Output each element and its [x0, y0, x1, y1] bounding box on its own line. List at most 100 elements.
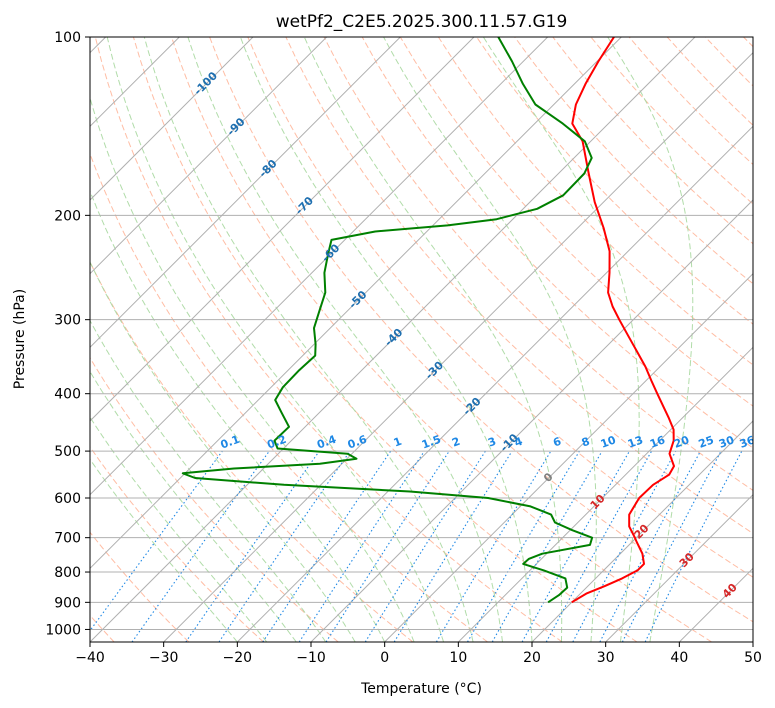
dry-adiabat-line — [743, 37, 753, 48]
mixing-ratio-line — [393, 450, 513, 642]
mixing-ratio-line — [218, 450, 351, 642]
isotherm-line — [90, 37, 475, 422]
moist-adiabat-line — [90, 416, 268, 642]
mixing-ratio-label: 1 — [392, 435, 404, 450]
isotherm-label: -30 — [423, 359, 446, 382]
isotherm-line — [752, 641, 753, 642]
isotherm-label: -40 — [382, 326, 405, 349]
x-axis-label: Temperature (°C) — [360, 681, 482, 697]
moist-adiabat-line — [90, 458, 238, 642]
isotherm-label: -90 — [224, 115, 247, 138]
chart-title: wetPf2_C2E5.2025.300.11.57.G19 — [276, 12, 568, 32]
mixing-ratio-line — [521, 450, 630, 642]
x-tick-label: 30 — [597, 650, 615, 666]
mixing-ratio-label: 0.2 — [265, 433, 288, 452]
moist-adiabat-line — [607, 37, 694, 642]
x-tick-label: 10 — [449, 650, 467, 666]
dry-adiabat-line — [552, 37, 753, 245]
isotherm-line — [384, 272, 753, 642]
dry-adiabat-line — [704, 37, 753, 87]
moist-adiabat-line — [239, 37, 533, 642]
y-tick-label: 300 — [54, 313, 81, 329]
mixing-ratio-line — [325, 450, 450, 642]
dry-adiabat-label: 30 — [677, 550, 697, 570]
dry-adiabat-line — [94, 37, 563, 642]
dry-adiabat-line — [437, 37, 753, 366]
mixing-ratio-label: 0.6 — [346, 433, 369, 452]
x-tick-label: 20 — [523, 650, 541, 666]
dry-adiabat-line — [90, 531, 190, 642]
mixing-ratio-label: 1.5 — [420, 433, 443, 452]
y-tick-label: 500 — [54, 444, 81, 460]
mixing-ratio-line — [435, 450, 552, 642]
isotherm-label: -70 — [293, 194, 316, 217]
isotherm-label: -60 — [319, 241, 342, 264]
line-labels: -100-90-80-70-60-50-40-30-20-10010203040… — [191, 69, 757, 601]
dry-adiabat-line — [666, 37, 753, 126]
dry-adiabat-line — [209, 37, 753, 623]
isotherm-line — [310, 199, 753, 642]
isotherm-line — [90, 37, 328, 275]
isotherm-line — [90, 37, 549, 496]
dry-adiabat-line — [514, 37, 753, 285]
plot-area: -100-90-80-70-60-50-40-30-20-10010203040… — [90, 37, 757, 642]
moist-adiabat-line — [383, 37, 597, 642]
isotherm-line — [236, 125, 753, 642]
mixing-ratio-line — [599, 450, 701, 642]
mixing-ratio-label: 4 — [513, 435, 525, 450]
mixing-ratio-label: 2 — [450, 435, 462, 450]
isotherm-line — [90, 37, 696, 642]
y-axis-label: Pressure (hPa) — [12, 289, 28, 389]
mixing-ratio-line — [262, 450, 392, 642]
moist-adiabat-line — [90, 189, 386, 642]
isotherm-line — [457, 346, 753, 642]
isotherm-line — [163, 51, 753, 642]
isotherm-line — [531, 420, 753, 642]
moist-adiabats — [90, 37, 694, 642]
dry-adiabat-line — [285, 37, 753, 535]
moist-adiabat-line — [106, 37, 445, 642]
moist-adiabat-line — [187, 37, 503, 642]
mixing-ratio-label: 36 — [738, 433, 757, 451]
mixing-ratio-label: 0.1 — [219, 433, 242, 452]
y-tick-label: 800 — [54, 565, 81, 581]
mixing-ratio-line — [90, 450, 223, 632]
x-tick-label: −30 — [149, 650, 179, 666]
mixing-ratio-line — [644, 450, 743, 642]
dry-adiabat-line — [247, 37, 753, 578]
dry-adiabat-line — [361, 37, 753, 449]
mixing-ratio-label: 8 — [580, 435, 592, 450]
y-tick-label: 200 — [54, 208, 81, 224]
moist-adiabat-line — [90, 260, 356, 642]
isotherm-line — [90, 37, 401, 349]
mixing-ratio-label: 13 — [626, 433, 645, 450]
moist-adiabat-line — [482, 37, 640, 642]
isotherm-line — [605, 493, 753, 642]
mixing-ratio-label: 0.4 — [315, 433, 338, 452]
dry-adiabat-line — [90, 152, 488, 642]
y-tick-label: 900 — [54, 595, 81, 611]
mixing-ratio-line — [131, 450, 270, 642]
x-tick-label: −20 — [223, 650, 253, 666]
mixing-ratio-label: 3 — [486, 435, 498, 450]
x-axis-ticks: −40 −30 −20 −10 0 10 20 30 40 50 — [75, 642, 762, 666]
dry-adiabat-line — [90, 260, 414, 642]
y-tick-label: 700 — [54, 531, 81, 547]
temperature-profile — [571, 37, 675, 604]
moist-adiabat-line — [143, 37, 474, 642]
mixing-ratio-label: 20 — [672, 433, 691, 451]
mixing-ratio-line — [298, 450, 425, 642]
x-tick-label: −40 — [75, 650, 105, 666]
mixing-ratio-label: 6 — [551, 435, 563, 450]
isotherm-line — [90, 37, 254, 201]
mixing-ratio-label: 30 — [717, 433, 736, 451]
plot-frame — [89, 36, 754, 643]
sounding-profiles — [181, 37, 675, 604]
isotherm-line — [90, 37, 622, 570]
dry-adiabat-line — [90, 356, 339, 642]
x-tick-label: −10 — [296, 650, 326, 666]
moist-adiabat-line — [90, 370, 297, 642]
isotherm-line — [678, 567, 753, 642]
x-tick-label: 50 — [744, 650, 762, 666]
